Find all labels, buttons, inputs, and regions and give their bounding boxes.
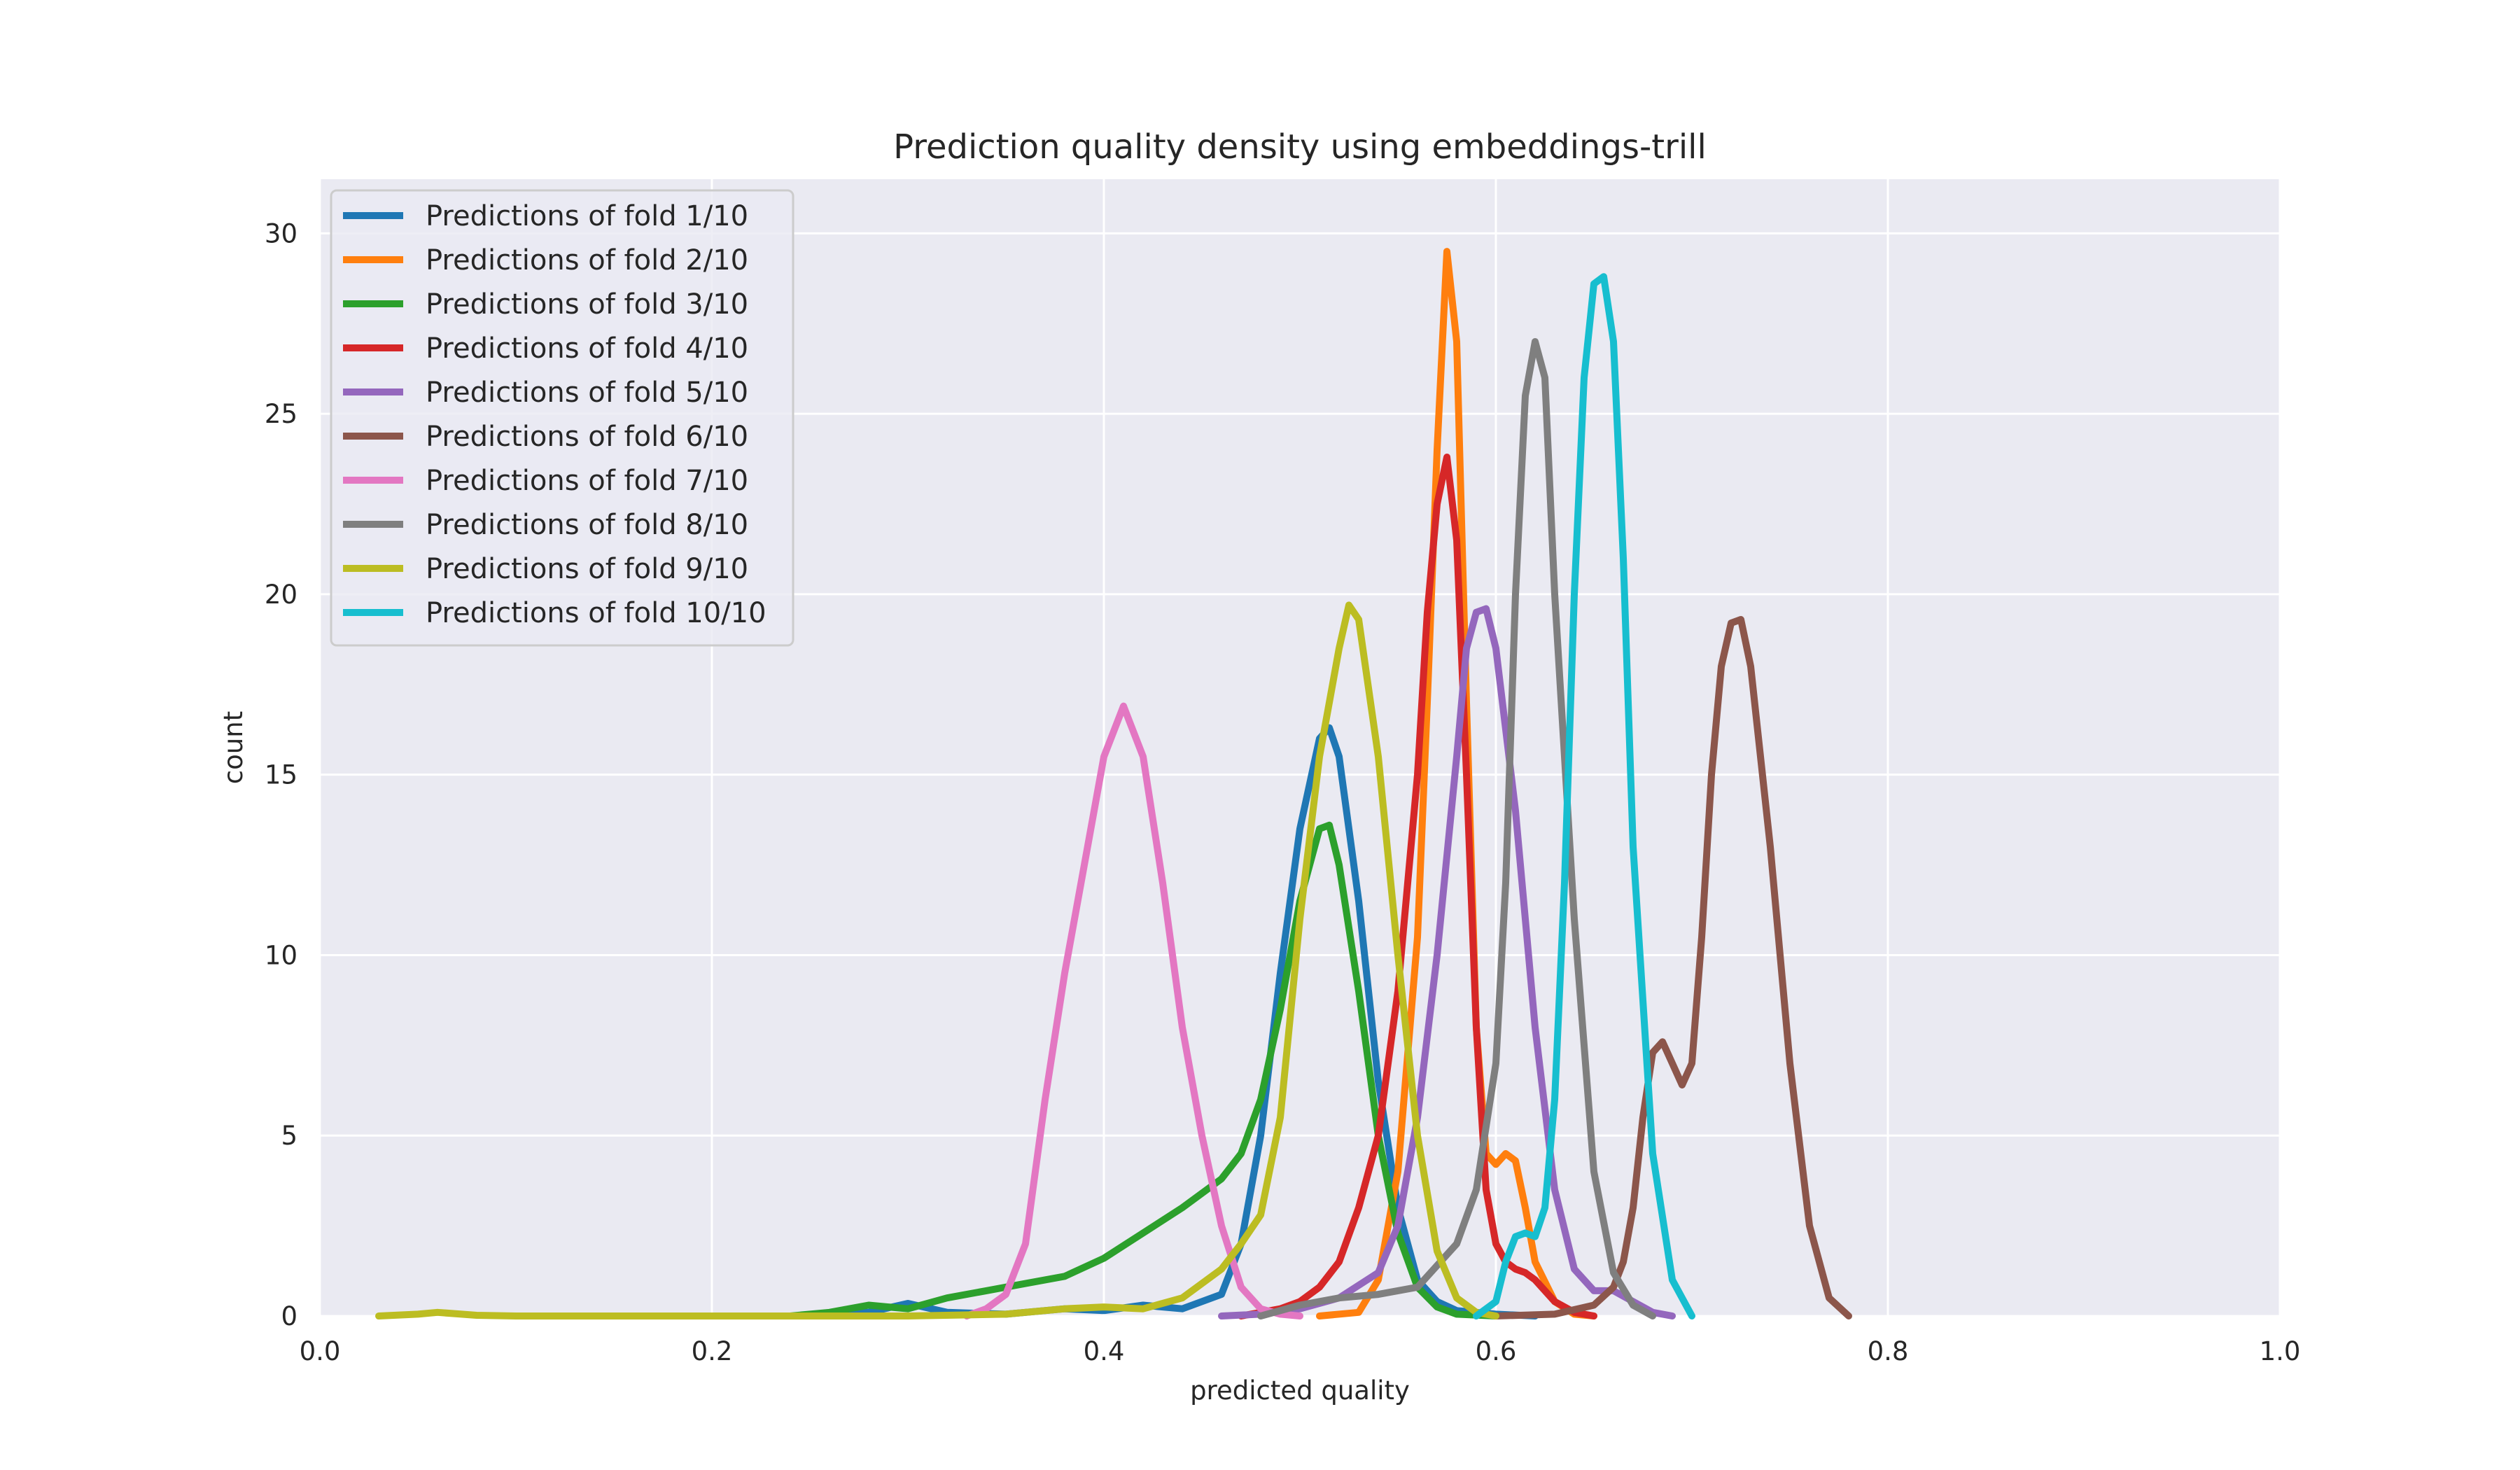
x-axis-label: predicted quality bbox=[1190, 1376, 1410, 1406]
y-tick-label: 30 bbox=[265, 218, 298, 248]
y-tick-label: 20 bbox=[265, 580, 298, 610]
y-tick-labels: 0 5 10 15 20 25 30 bbox=[265, 218, 298, 1331]
legend-box bbox=[330, 189, 794, 647]
legend-label-fold-3: Predictions of fold 3/10 bbox=[426, 288, 748, 321]
legend: Predictions of fold 1/10 Predictions of f… bbox=[330, 189, 794, 647]
x-tick-label: 0.0 bbox=[300, 1336, 341, 1366]
legend-label-fold-5: Predictions of fold 5/10 bbox=[426, 377, 748, 409]
x-tick-labels: 0.0 0.2 0.4 0.6 0.8 1.0 bbox=[300, 1336, 2301, 1366]
series-line-fold-6 bbox=[1492, 616, 1852, 1320]
x-tick-label: 1.0 bbox=[2260, 1336, 2301, 1366]
series-line-fold-3 bbox=[787, 821, 1499, 1320]
series-line-fold-4 bbox=[1238, 454, 1597, 1320]
legend-label-fold-6: Predictions of fold 6/10 bbox=[426, 421, 748, 453]
series-line-fold-9 bbox=[375, 601, 1499, 1320]
y-axis-label: count bbox=[218, 711, 248, 784]
legend-label-fold-7: Predictions of fold 7/10 bbox=[426, 465, 748, 497]
series-lines bbox=[375, 248, 1852, 1320]
y-tick-label: 10 bbox=[265, 940, 298, 970]
legend-label-fold-2: Predictions of fold 2/10 bbox=[426, 244, 748, 276]
y-tick-label: 15 bbox=[265, 760, 298, 790]
y-tick-label: 5 bbox=[281, 1121, 298, 1151]
x-tick-label: 0.4 bbox=[1084, 1336, 1125, 1366]
chart-title: Prediction quality density using embeddi… bbox=[893, 127, 1707, 167]
legend-label-fold-8: Predictions of fold 8/10 bbox=[426, 509, 748, 541]
legend-label-fold-1: Predictions of fold 1/10 bbox=[426, 200, 748, 232]
series-line-fold-5 bbox=[1218, 605, 1676, 1320]
x-tick-label: 0.8 bbox=[1868, 1336, 1909, 1366]
y-tick-label: 0 bbox=[281, 1301, 298, 1331]
x-tick-label: 0.2 bbox=[692, 1336, 733, 1366]
series-line-fold-8 bbox=[1257, 338, 1656, 1320]
legend-label-fold-9: Predictions of fold 9/10 bbox=[426, 553, 748, 585]
y-tick-label: 25 bbox=[265, 399, 298, 429]
series-line-fold-7 bbox=[963, 702, 1303, 1320]
legend-label-fold-4: Predictions of fold 4/10 bbox=[426, 332, 748, 365]
legend-label-fold-10: Predictions of fold 10/10 bbox=[426, 597, 766, 629]
series-line-fold-10 bbox=[1473, 273, 1695, 1320]
x-tick-label: 0.6 bbox=[1476, 1336, 1517, 1366]
